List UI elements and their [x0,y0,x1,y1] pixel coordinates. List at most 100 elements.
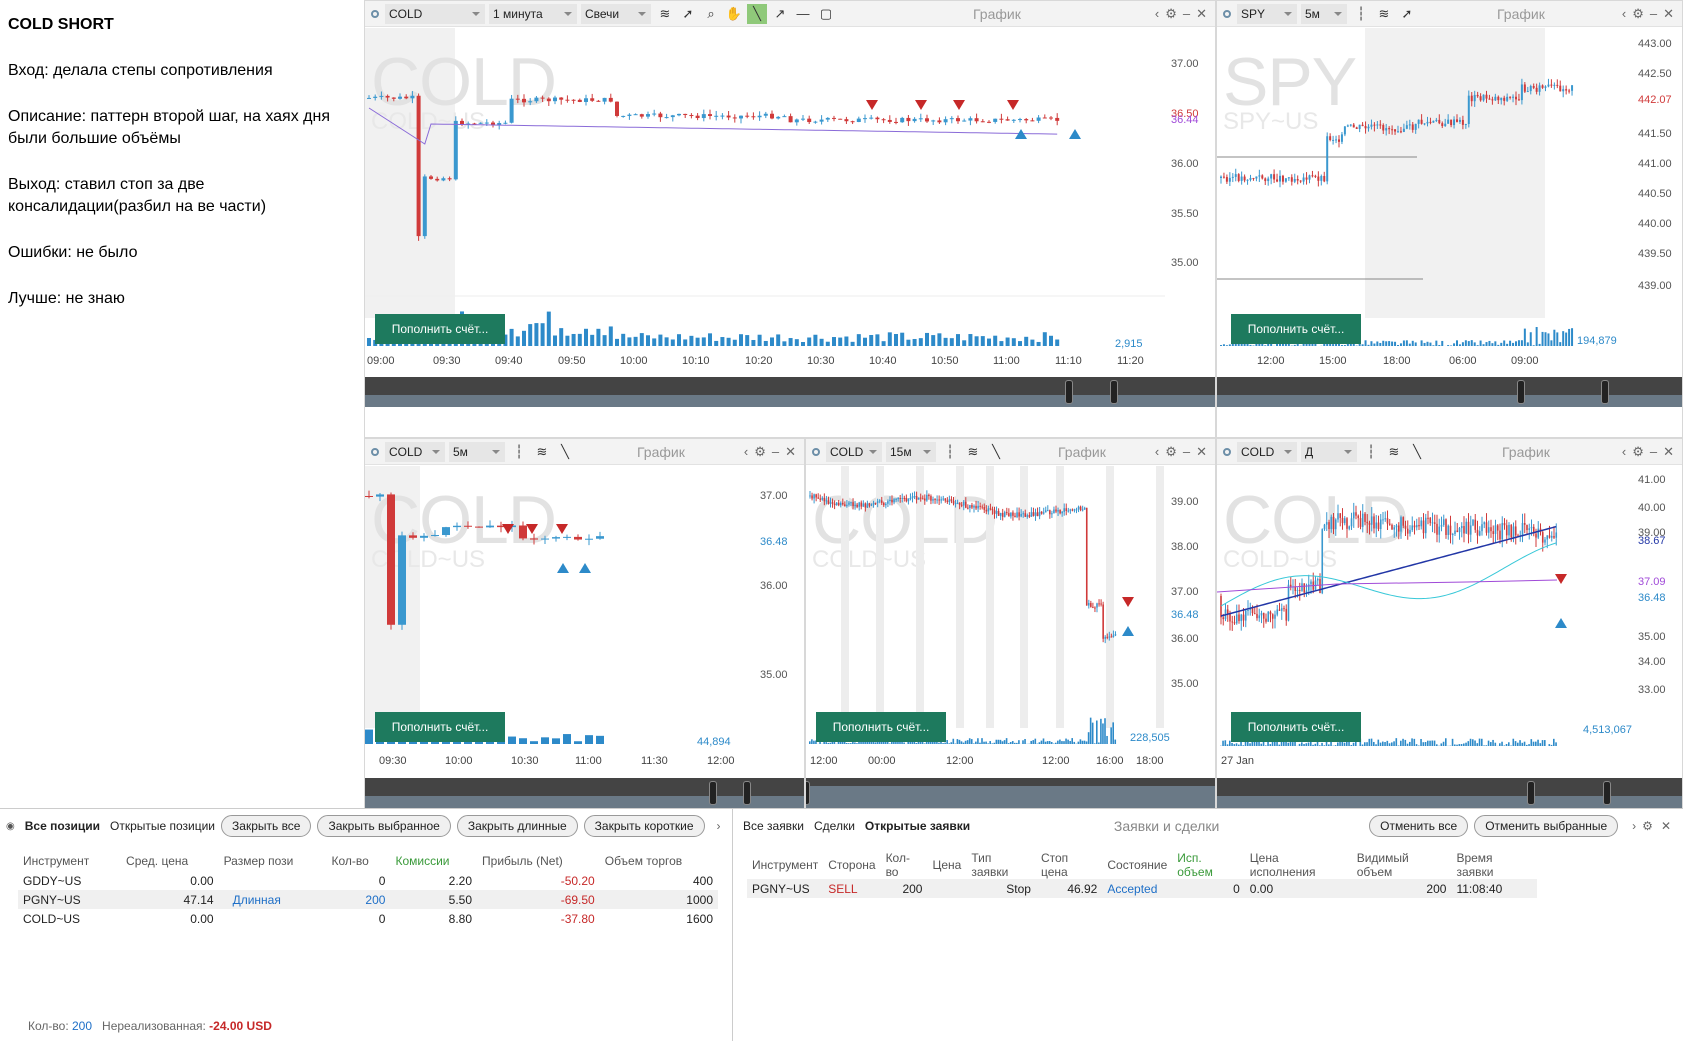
close-short-button[interactable]: Закрыть короткие [583,815,705,837]
interval-select[interactable]: 15м [886,441,936,462]
line-tool-icon[interactable]: ╲ [992,443,1000,459]
cancel-all-button[interactable]: Отменить все [1369,815,1469,837]
close-icon[interactable]: ✕ [1663,443,1674,459]
gear-icon[interactable]: ⚙ [1642,819,1653,833]
price-plot[interactable] [806,466,1164,756]
volume-bar [1547,333,1550,346]
hand-icon[interactable]: ✋ [725,5,743,21]
volume-bar [1352,342,1355,346]
tab-trades[interactable]: Сделки [814,819,855,833]
gear-icon[interactable]: ⚙ [754,443,766,459]
link-dot-icon[interactable] [371,9,379,18]
chevron-left-icon[interactable]: ‹ [1621,6,1627,21]
table-row[interactable]: GDDY~US 0.00 0 2.20 -50.20 400 [23,873,713,888]
line-tool-icon[interactable]: ╲ [747,3,767,24]
tab-all-orders[interactable]: Все заявки [743,819,805,833]
candle [585,538,593,540]
minimize-icon[interactable]: – [1649,444,1658,459]
volume-bar [1526,342,1529,346]
ma-purple-line [1217,579,1558,593]
close-icon[interactable]: ✕ [1196,443,1207,459]
cursor-icon[interactable]: ➚ [682,5,694,21]
arrow-tool-icon[interactable]: ↗ [774,5,786,21]
line-tool-icon[interactable]: ╲ [561,443,569,459]
price-plot[interactable] [1217,28,1631,378]
hline-tool-icon[interactable]: — [796,6,810,21]
symbol-select[interactable]: COLD [385,3,485,24]
chart-type-select[interactable]: Свечи [581,3,651,24]
fund-account-button[interactable]: Пополнить счёт... [375,314,505,344]
cursor-icon[interactable]: ➚ [1401,5,1413,21]
gear-icon[interactable]: ⚙ [1165,5,1177,21]
interval-select[interactable]: Д [1301,441,1357,462]
panel-dot-icon[interactable]: ◉ [6,820,15,832]
interval-select[interactable]: 5м [449,441,505,462]
cancel-selected-button[interactable]: Отменить выбранные [1474,815,1619,837]
time-scrollbar[interactable] [806,778,1215,808]
indicator-icon[interactable]: ≋ [659,5,671,21]
zoom-icon[interactable]: ⌕ [707,5,715,21]
symbol-select[interactable]: COLD [385,441,445,462]
chevron-left-icon[interactable]: ‹ [1154,6,1160,21]
chevron-right-icon[interactable]: › [1632,819,1637,833]
candle [726,115,731,118]
indicator-icon[interactable]: ≋ [536,443,548,459]
candle-icon[interactable]: ┆ [515,443,523,459]
price-plot[interactable] [1217,466,1631,756]
tab-all-positions[interactable]: Все позиции [24,819,100,833]
chevron-left-icon[interactable]: ‹ [1154,444,1160,459]
gear-icon[interactable]: ⚙ [1632,443,1644,459]
link-dot-icon[interactable] [812,447,820,456]
symbol-select[interactable]: SPY [1237,3,1297,24]
symbol-select[interactable]: COLD [1237,441,1297,462]
volume-bar [1001,741,1004,744]
volume-bar [1492,739,1494,746]
rect-tool-icon[interactable]: ▢ [819,5,833,21]
table-row[interactable]: PGNY~US 47.14 Длинная 200 5.50 -69.50 1000 [18,890,718,909]
fund-account-button[interactable]: Пополнить счёт... [1231,712,1361,742]
gear-icon[interactable]: ⚙ [1632,5,1644,21]
candle-icon[interactable]: ┆ [946,443,954,459]
fund-account-button[interactable]: Пополнить счёт... [375,712,505,742]
time-scrollbar[interactable] [1217,377,1682,407]
candle [1405,125,1408,129]
indicator-icon[interactable]: ≋ [1378,5,1390,21]
chevron-left-icon[interactable]: ‹ [743,444,749,459]
link-dot-icon[interactable] [1223,447,1231,456]
close-icon[interactable]: ✕ [785,443,796,459]
indicator-icon[interactable]: ≋ [1388,443,1400,459]
table-row[interactable]: COLD~US 0.00 0 8.80 -37.80 1600 [23,911,713,926]
link-dot-icon[interactable] [1223,9,1231,18]
indicator-icon[interactable]: ≋ [967,443,979,459]
close-selected-button[interactable]: Закрыть выбранное [317,815,451,837]
gear-icon[interactable]: ⚙ [1165,443,1177,459]
minimize-icon[interactable]: – [1182,6,1191,21]
line-tool-icon[interactable]: ╲ [1413,443,1421,459]
minimize-icon[interactable]: – [1182,444,1191,459]
table-row[interactable]: PGNY~US SELL 200 Stop 46.92 Accepted 0 0.00 200 1… [747,879,1537,898]
candle [1244,610,1247,621]
chevron-right-icon[interactable]: › [716,819,721,833]
interval-select[interactable]: 5м [1301,3,1347,24]
symbol-select[interactable]: COLD [826,441,882,462]
close-all-button[interactable]: Закрыть все [221,815,312,837]
fund-account-button[interactable]: Пополнить счёт... [1231,314,1361,344]
candle-icon[interactable]: ┆ [1367,443,1375,459]
tab-open-positions[interactable]: Открытые позиции [109,819,216,833]
time-scrollbar[interactable] [365,778,804,808]
close-icon[interactable]: ✕ [1660,819,1671,833]
chevron-left-icon[interactable]: ‹ [1621,444,1627,459]
time-scrollbar[interactable] [365,377,1215,407]
minimize-icon[interactable]: – [771,444,780,459]
interval-select[interactable]: 1 минута [489,3,577,24]
fund-account-button[interactable]: Пополнить счёт... [816,712,946,742]
time-scrollbar[interactable] [1217,778,1682,808]
minimize-icon[interactable]: – [1649,6,1658,21]
close-icon[interactable]: ✕ [1196,5,1207,21]
link-dot-icon[interactable] [371,447,379,456]
tab-open-orders[interactable]: Открытые заявки [864,819,971,833]
close-long-button[interactable]: Закрыть длинные [456,815,578,837]
close-icon[interactable]: ✕ [1663,5,1674,21]
candle [1246,179,1249,181]
candle-icon[interactable]: ┆ [1357,5,1365,21]
